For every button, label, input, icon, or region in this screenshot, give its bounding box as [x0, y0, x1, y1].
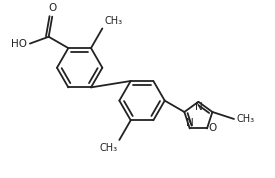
Text: CH₃: CH₃	[104, 16, 122, 26]
Text: CH₃: CH₃	[100, 143, 117, 153]
Text: N: N	[186, 119, 194, 129]
Text: CH₃: CH₃	[237, 114, 255, 124]
Text: N: N	[194, 102, 202, 112]
Text: O: O	[49, 2, 57, 13]
Text: O: O	[208, 124, 216, 134]
Text: HO: HO	[11, 39, 27, 49]
